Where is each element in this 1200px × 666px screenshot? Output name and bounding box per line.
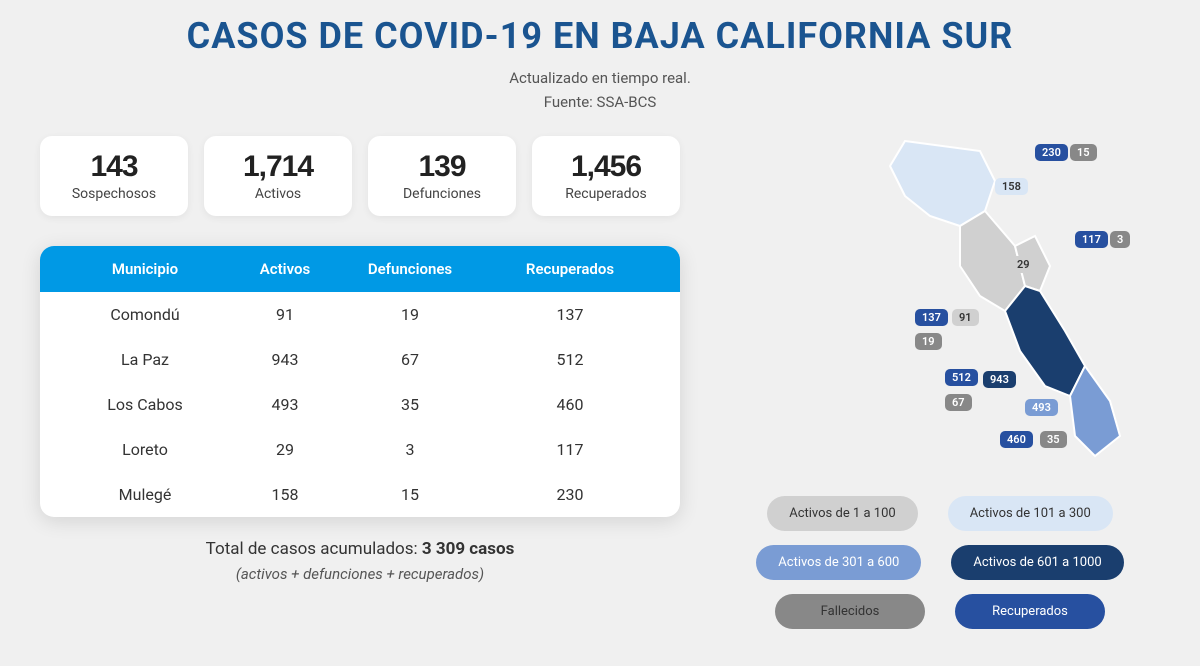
stat-card-defunciones: 139 Defunciones bbox=[368, 136, 516, 216]
cell-municipio: Los Cabos bbox=[60, 395, 230, 414]
cell-activos: 493 bbox=[230, 395, 340, 414]
cell-defunciones: 19 bbox=[340, 305, 480, 324]
cell-recuperados: 117 bbox=[480, 440, 660, 459]
map-region-loscabos bbox=[1070, 366, 1120, 456]
map-badge: 91 bbox=[952, 309, 979, 326]
totals-value: 3 309 casos bbox=[422, 539, 514, 559]
stat-card-activos: 1,714 Activos bbox=[204, 136, 352, 216]
bcs-map bbox=[820, 126, 1160, 486]
table-row: Mulegé15815230 bbox=[40, 472, 680, 517]
map-badge: 230 bbox=[1035, 144, 1068, 161]
map-badge: 19 bbox=[915, 333, 942, 350]
totals-line: Total de casos acumulados: 3 309 casos bbox=[40, 539, 680, 559]
map-badge: 460 bbox=[1000, 431, 1033, 448]
map-badge: 29 bbox=[1010, 256, 1037, 273]
cell-municipio: Loreto bbox=[60, 440, 230, 459]
legend-item: Fallecidos bbox=[775, 594, 925, 629]
content-grid: 143 Sospechosos 1,714 Activos 139 Defunc… bbox=[40, 136, 1160, 629]
map-region-mulege bbox=[890, 141, 995, 226]
map-container: 23015 158 1173 29 13791 19 512 943 67 493 460 35 bbox=[720, 136, 1160, 486]
map-badge: 3 bbox=[1110, 231, 1130, 248]
cell-recuperados: 460 bbox=[480, 395, 660, 414]
stat-card-sospechosos: 143 Sospechosos bbox=[40, 136, 188, 216]
legend-item: Activos de 101 a 300 bbox=[948, 496, 1113, 531]
source-label: Fuente: SSA-BCS bbox=[40, 93, 1160, 111]
legend-item: Activos de 1 a 100 bbox=[767, 496, 917, 531]
table-row: Los Cabos49335460 bbox=[40, 382, 680, 427]
cell-activos: 91 bbox=[230, 305, 340, 324]
cell-recuperados: 137 bbox=[480, 305, 660, 324]
map-badge: 35 bbox=[1040, 431, 1067, 448]
cell-defunciones: 15 bbox=[340, 485, 480, 504]
legend-item: Activos de 601 a 1000 bbox=[951, 545, 1123, 580]
table-row: La Paz94367512 bbox=[40, 337, 680, 382]
stat-value: 139 bbox=[388, 150, 496, 184]
stat-value: 143 bbox=[60, 150, 168, 184]
cell-defunciones: 67 bbox=[340, 350, 480, 369]
subtitle: Actualizado en tiempo real. bbox=[40, 69, 1160, 87]
stat-card-recuperados: 1,456 Recuperados bbox=[532, 136, 680, 216]
table-body: Comondú9119137La Paz94367512Los Cabos493… bbox=[40, 292, 680, 517]
stat-label: Defunciones bbox=[388, 186, 496, 202]
map-badge: 137 bbox=[915, 309, 948, 326]
col-recuperados: Recuperados bbox=[480, 260, 660, 278]
legend-item: Activos de 301 a 600 bbox=[756, 545, 921, 580]
cell-activos: 29 bbox=[230, 440, 340, 459]
left-column: 143 Sospechosos 1,714 Activos 139 Defunc… bbox=[40, 136, 680, 629]
col-activos: Activos bbox=[230, 260, 340, 278]
stat-label: Activos bbox=[224, 186, 332, 202]
cell-municipio: Mulegé bbox=[60, 485, 230, 504]
cell-recuperados: 230 bbox=[480, 485, 660, 504]
col-municipio: Municipio bbox=[60, 260, 230, 278]
map-badge: 67 bbox=[945, 394, 972, 411]
map-region-lapaz bbox=[1005, 286, 1085, 396]
totals-prefix: Total de casos acumulados: bbox=[206, 539, 422, 559]
cell-defunciones: 3 bbox=[340, 440, 480, 459]
map-badge: 15 bbox=[1070, 144, 1097, 161]
map-badge: 512 bbox=[945, 369, 978, 386]
table-row: Comondú9119137 bbox=[40, 292, 680, 337]
table-header: Municipio Activos Defunciones Recuperado… bbox=[40, 246, 680, 292]
col-defunciones: Defunciones bbox=[340, 260, 480, 278]
legend-item: Recuperados bbox=[955, 594, 1105, 629]
cell-recuperados: 512 bbox=[480, 350, 660, 369]
cell-municipio: Comondú bbox=[60, 305, 230, 324]
cell-municipio: La Paz bbox=[60, 350, 230, 369]
covid-dashboard: CASOS DE COVID-19 EN BAJA CALIFORNIA SUR… bbox=[0, 0, 1200, 649]
legend: Activos de 1 a 100 Activos de 101 a 300 Ac… bbox=[720, 496, 1160, 629]
page-title: CASOS DE COVID-19 EN BAJA CALIFORNIA SUR bbox=[40, 10, 1160, 57]
cell-defunciones: 35 bbox=[340, 395, 480, 414]
stat-value: 1,714 bbox=[224, 150, 332, 184]
right-column: 23015 158 1173 29 13791 19 512 943 67 493 460 35 Ac… bbox=[720, 136, 1160, 629]
stat-label: Recuperados bbox=[552, 186, 660, 202]
totals-formula: (activos + defunciones + recuperados) bbox=[40, 565, 680, 583]
cell-activos: 943 bbox=[230, 350, 340, 369]
map-badge: 117 bbox=[1075, 231, 1108, 248]
map-badge: 943 bbox=[983, 371, 1016, 388]
table-row: Loreto293117 bbox=[40, 427, 680, 472]
map-badge: 158 bbox=[995, 178, 1028, 195]
stat-value: 1,456 bbox=[552, 150, 660, 184]
stats-row: 143 Sospechosos 1,714 Activos 139 Defunc… bbox=[40, 136, 680, 216]
cell-activos: 158 bbox=[230, 485, 340, 504]
stat-label: Sospechosos bbox=[60, 186, 168, 202]
map-badge: 493 bbox=[1025, 399, 1058, 416]
municipios-table: Municipio Activos Defunciones Recuperado… bbox=[40, 246, 680, 517]
